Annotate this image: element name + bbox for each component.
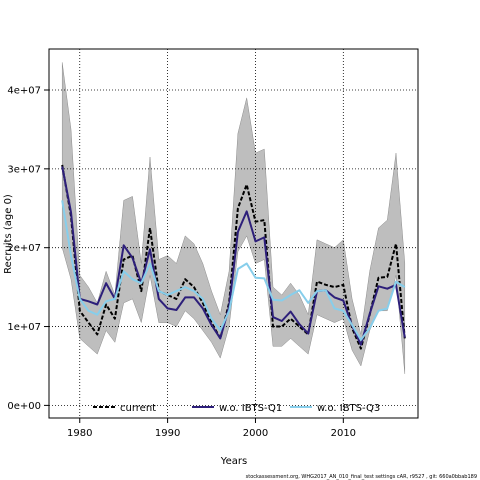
footer-note: stockassessment.org, WHG2017_AN_010_fina…: [246, 474, 477, 480]
y-tick-label: 1e+07: [7, 322, 41, 333]
legend: current w.o. IBTS-Q1 w.o. IBTS-Q3: [93, 403, 380, 414]
y-axis-title: Recruits (age 0): [3, 194, 14, 274]
x-axis-title: Years: [220, 456, 247, 467]
legend-label: w.o. IBTS-Q3: [317, 403, 380, 414]
y-tick-label: 4e+07: [7, 86, 41, 97]
series-layer: [61, 164, 406, 350]
x-tick-label: 1990: [155, 428, 180, 439]
axis-layer: 1980 1990 2000 2010 0e+00 1e+07 2e+07 3e+07 4e+0…: [7, 86, 356, 440]
series-line-w-o-ibts-q3: [61, 200, 406, 341]
x-tick-label: 2010: [331, 428, 356, 439]
legend-label: w.o. IBTS-Q1: [219, 403, 282, 414]
x-tick-label: 2000: [243, 428, 268, 439]
confidence-band: [61, 62, 406, 374]
y-tick-label: 2e+07: [7, 243, 41, 254]
confidence-band-layer: [61, 62, 406, 374]
y-tick-label: 3e+07: [7, 164, 41, 175]
series-line-w-o-ibts-q1: [61, 166, 406, 346]
series-line-current: [61, 164, 406, 350]
x-tick-label: 1980: [67, 428, 92, 439]
legend-label: current: [120, 403, 156, 414]
y-tick-label: 0e+00: [7, 401, 41, 412]
plot-frame: [48, 48, 419, 419]
